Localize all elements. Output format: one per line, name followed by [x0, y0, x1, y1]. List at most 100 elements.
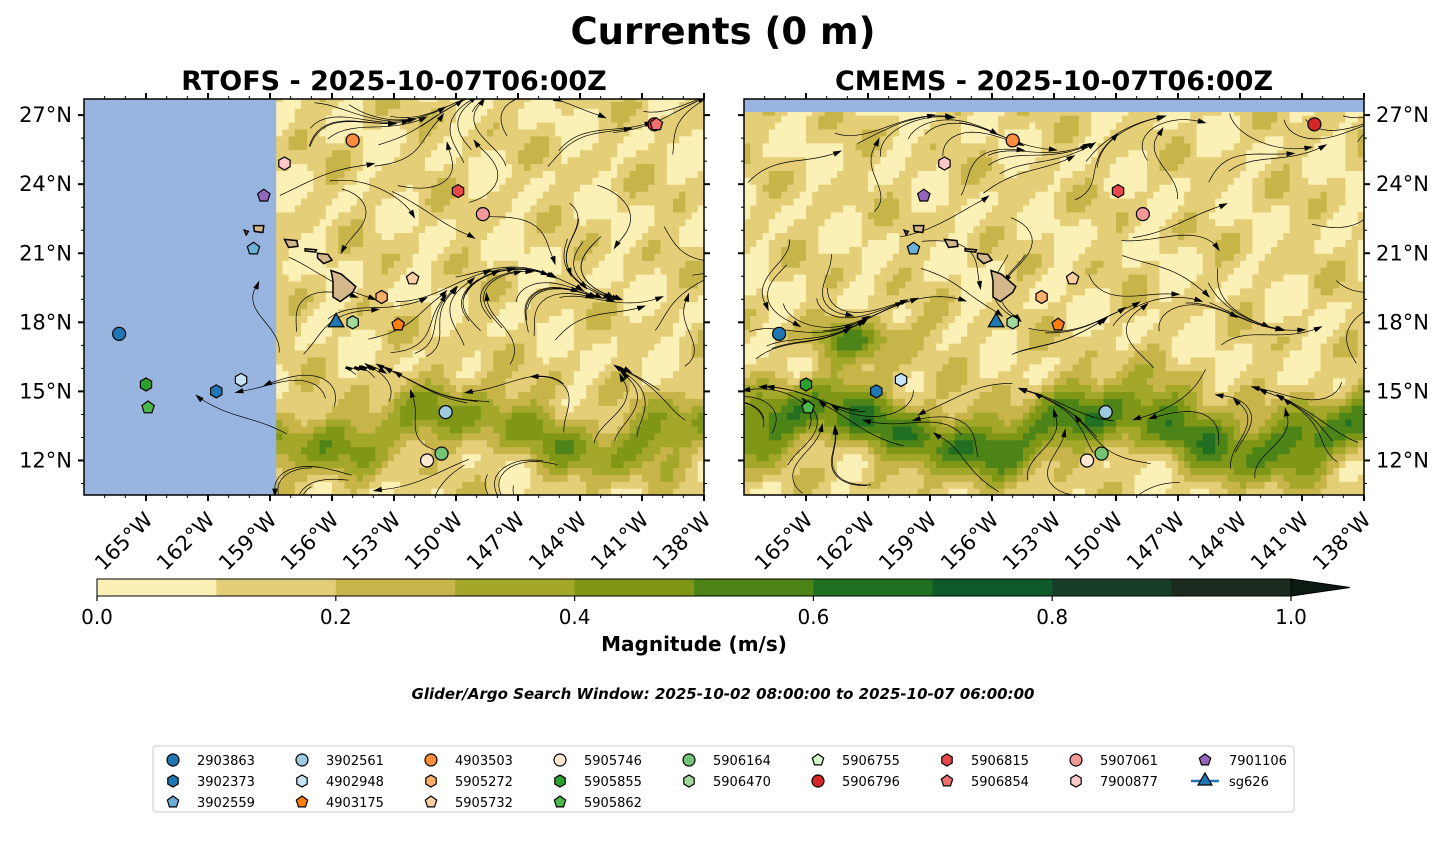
colorbar-bin	[216, 579, 337, 596]
legend-entry: 5906755	[811, 753, 900, 769]
colorbar-bin	[694, 579, 814, 596]
marker-sg626	[987, 312, 1005, 328]
legend-label: 5905746	[584, 754, 642, 769]
marker-2903863	[112, 326, 127, 341]
marker-sg626	[327, 312, 345, 328]
x-tick-label: 138°W	[1308, 507, 1376, 575]
legend-marker-5905862	[553, 795, 567, 808]
legend-entry: sg626	[1191, 771, 1269, 790]
x-tick-label: 150°W	[400, 507, 468, 575]
colorbar-tick-label: 0.4	[559, 605, 591, 629]
y-tick-label: 21°N	[1376, 241, 1429, 265]
markers-rtofs	[112, 117, 664, 468]
figure-suptitle: Currents (0 m)	[570, 10, 875, 53]
legend-entry: 5905272	[425, 774, 513, 790]
colorbar-bin	[335, 579, 456, 596]
nodata-area-rtofs	[84, 99, 279, 495]
marker-5905746	[419, 453, 435, 468]
marker-7901106	[916, 188, 931, 202]
legend-marker-5905272	[425, 774, 437, 788]
legend-entry: 5905855	[554, 774, 642, 790]
marker-5905732	[1065, 271, 1080, 285]
marker-2903863	[772, 326, 787, 341]
legend-label: 3902561	[326, 754, 384, 769]
magnitude-field-cmems	[744, 108, 1364, 495]
y-tick-label: 15°N	[1376, 379, 1429, 403]
legend-label: 4902948	[326, 775, 384, 790]
islands-rtofs	[242, 224, 357, 303]
legend-marker-4903175	[295, 795, 309, 808]
islands-cmems	[902, 224, 1017, 303]
marker-4903175	[1051, 317, 1066, 331]
x-tick-label: 165°W	[750, 507, 818, 575]
marker-4903503	[1005, 133, 1020, 148]
streamlines-rtofs	[195, 99, 704, 495]
legend-marker-2903863	[166, 753, 180, 767]
legend-items: 2903863 3902373 3902559 3902561 4902948 49031…	[166, 753, 1287, 811]
legend-entry: 3902373	[167, 774, 255, 790]
legend-entry: 7901106	[1198, 753, 1287, 769]
colorbar-bin	[932, 579, 1053, 596]
marker-4902948	[234, 372, 248, 388]
marker-3902561	[1098, 405, 1113, 420]
legend-marker-5905855	[554, 774, 566, 788]
marker-4902948	[894, 372, 908, 388]
y-tick-label: 15°N	[19, 379, 72, 403]
marker-3902559	[906, 241, 921, 255]
legend-frame	[152, 745, 1295, 813]
marker-5907061	[1135, 207, 1150, 222]
y-tick-label: 24°N	[19, 172, 72, 196]
marker-4903503	[345, 133, 360, 148]
legend-label: 5905272	[455, 775, 513, 790]
x-tick-label: 165°W	[90, 507, 158, 575]
colorbar-label: Magnitude (m/s)	[601, 632, 787, 656]
legend-marker-5906815	[941, 753, 953, 767]
legend-marker-5907061	[1069, 753, 1083, 767]
marker-5906815	[1111, 183, 1125, 199]
search-window-text: Glider/Argo Search Window: 2025-10-02 08…	[412, 685, 1035, 703]
colorbar-ticks: 0.0 0.2 0.4 0.6 0.8 1.0	[81, 596, 1307, 629]
legend-label: 5907061	[1100, 754, 1158, 769]
legend-entry: 3902561	[295, 753, 384, 769]
x-tick-label: 159°W	[874, 507, 942, 575]
legend-label: 5906164	[713, 754, 771, 769]
x-tick-label: 162°W	[152, 507, 220, 575]
legend-marker-sg626	[1197, 771, 1213, 786]
legend-label: 5906854	[971, 775, 1029, 790]
legend-entry: 5906854	[940, 774, 1029, 790]
legend-entry: 4903503	[424, 753, 513, 769]
colorbar-tick-label: 0.8	[1036, 605, 1068, 629]
x-tick-label: 162°W	[812, 507, 880, 575]
marker-3902373	[869, 384, 883, 399]
legend: 2903863 3902373 3902559 3902561 4902948 49031…	[152, 745, 1295, 813]
legend-marker-5906755	[811, 753, 825, 766]
legend-label: 5906796	[842, 775, 900, 790]
legend-entry: 5905746	[553, 753, 642, 769]
legend-marker-5906796	[811, 774, 825, 788]
colorbar-tick-label: 1.0	[1275, 605, 1307, 629]
marker-5906164	[1094, 446, 1109, 461]
panel-cmems: CMEMS - 2025-10-07T06:00Z 165°W162°W159°…	[738, 66, 1429, 575]
legend-entry: 5906796	[811, 774, 900, 790]
x-tick-label: 153°W	[338, 507, 406, 575]
legend-entry: 5906164	[682, 753, 771, 769]
nodata-area-cmems	[744, 99, 1364, 112]
x-tick-label: 156°W	[276, 507, 344, 575]
marker-5906164	[434, 446, 449, 461]
legend-label: sg626	[1229, 775, 1269, 790]
legend-marker-5905732	[424, 795, 438, 808]
legend-entry: 5907061	[1069, 753, 1158, 769]
legend-label: 5906755	[842, 754, 900, 769]
colorbar-extend-arrow	[1290, 578, 1351, 597]
legend-marker-3902561	[295, 753, 309, 767]
legend-entry: 3902559	[166, 795, 255, 811]
x-tick-label: 159°W	[214, 507, 282, 575]
marker-3902373	[210, 384, 223, 399]
legend-entry: 5905862	[553, 795, 642, 811]
legend-label: 3902373	[197, 775, 255, 790]
legend-marker-5906164	[682, 753, 696, 767]
legend-label: 2903863	[197, 754, 255, 769]
colorbar-tick-label: 0.2	[320, 605, 352, 629]
colorbar: 0.0 0.2 0.4 0.6 0.8 1.0 Magnitude (m/s)	[81, 578, 1351, 656]
